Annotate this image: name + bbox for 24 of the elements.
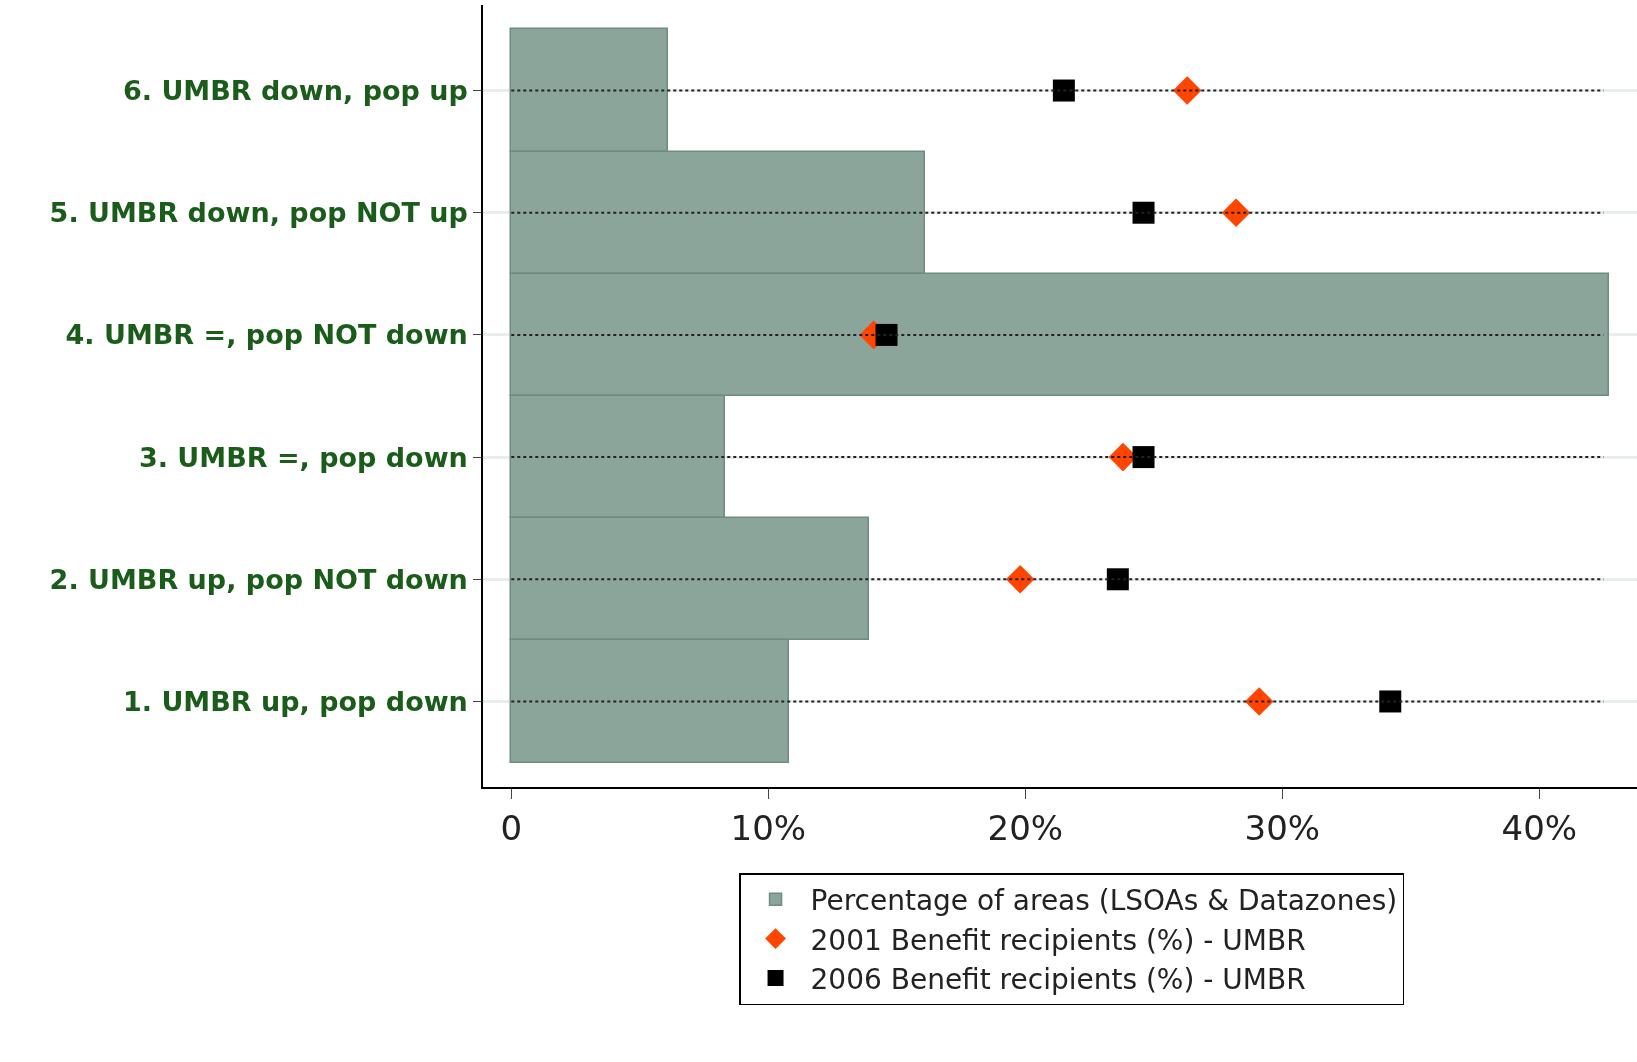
y-tick-label: 5. UMBR down, pop NOT up: [49, 197, 468, 229]
y-tick-label: 6. UMBR down, pop up: [122, 74, 468, 106]
point: [1005, 564, 1035, 594]
x-tick-label: 30%: [1244, 807, 1321, 848]
y-tick-label: 4. UMBR =, pop NOT down: [65, 319, 468, 351]
y-tick-label: 1. UMBR up, pop down: [122, 685, 468, 717]
point: [1172, 76, 1202, 105]
point: [1106, 568, 1129, 591]
point: [1132, 201, 1155, 224]
x-tick-label: 0: [500, 807, 523, 848]
y-tick-label: 2. UMBR up, pop NOT down: [49, 563, 468, 595]
point: [1379, 690, 1402, 713]
y-tick-label: 3. UMBR =, pop down: [138, 441, 468, 473]
point: [1244, 687, 1274, 716]
point: [1052, 79, 1075, 102]
legend-label: 2006 Benefit recipients (%) - UMBR: [810, 962, 1306, 996]
legend-label: Percentage of areas (LSOAs & Datazones): [810, 884, 1398, 918]
x-tick-label: 10%: [730, 807, 807, 848]
point: [1221, 198, 1251, 228]
x-tick-label: 40%: [1501, 807, 1578, 848]
point: [875, 323, 898, 346]
x-tick-label: 20%: [987, 807, 1064, 848]
point: [1132, 446, 1155, 469]
legend-label: 2001 Benefit recipients (%) - UMBR: [810, 923, 1306, 957]
